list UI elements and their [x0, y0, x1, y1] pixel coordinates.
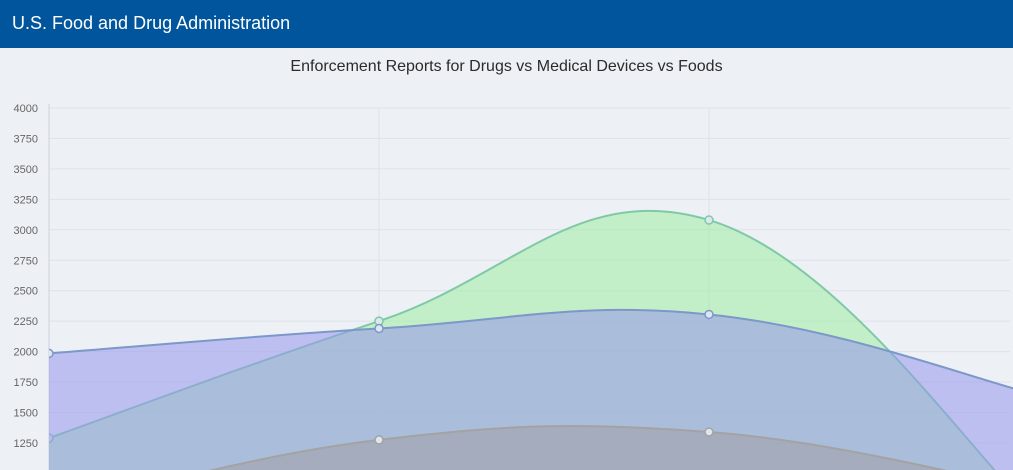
y-tick-label: 3750 [14, 133, 38, 145]
header-title: U.S. Food and Drug Administration [12, 13, 291, 33]
app-header: U.S. Food and Drug Administration [0, 0, 1013, 48]
series-1-area [49, 309, 1013, 470]
y-tick-label: 1750 [14, 377, 38, 389]
series-2-line [208, 424, 948, 470]
series-layer [49, 209, 1013, 470]
series-1-point-0 [49, 348, 54, 359]
series-2-area [212, 425, 943, 470]
chart-title: Enforcement Reports for Drugs vs Medical… [290, 58, 723, 75]
area-chart: 1250 1500 1750 2000 2250 2500 2750 3000 3250 3500… [14, 103, 1013, 470]
series-2-point-1 [374, 435, 384, 445]
series-1-point-2 [704, 309, 714, 320]
y-tick-label: 2500 [14, 286, 38, 298]
y-tick-label: 1500 [14, 408, 38, 420]
series-1-line [49, 308, 1013, 390]
y-axis: 1250 1500 1750 2000 2250 2500 2750 3000 3250 3500… [14, 103, 50, 470]
y-tick-label: 2000 [14, 347, 38, 359]
y-tick-label: 2750 [14, 255, 38, 267]
y-tick-label: 2250 [14, 316, 38, 328]
series-1-point-1 [374, 323, 384, 334]
y-tick-label: 3250 [14, 194, 38, 206]
series-2-point-2 [704, 427, 714, 437]
y-tick-label: 4000 [14, 103, 38, 115]
y-tick-label: 3500 [14, 164, 38, 176]
series-0-point-2 [704, 215, 714, 225]
chart-container: 1250 1500 1750 2000 2250 2500 2750 3000 3250 3500… [0, 48, 1013, 470]
y-tick-label: 1250 [14, 438, 38, 450]
y-tick-label: 3000 [14, 225, 38, 237]
